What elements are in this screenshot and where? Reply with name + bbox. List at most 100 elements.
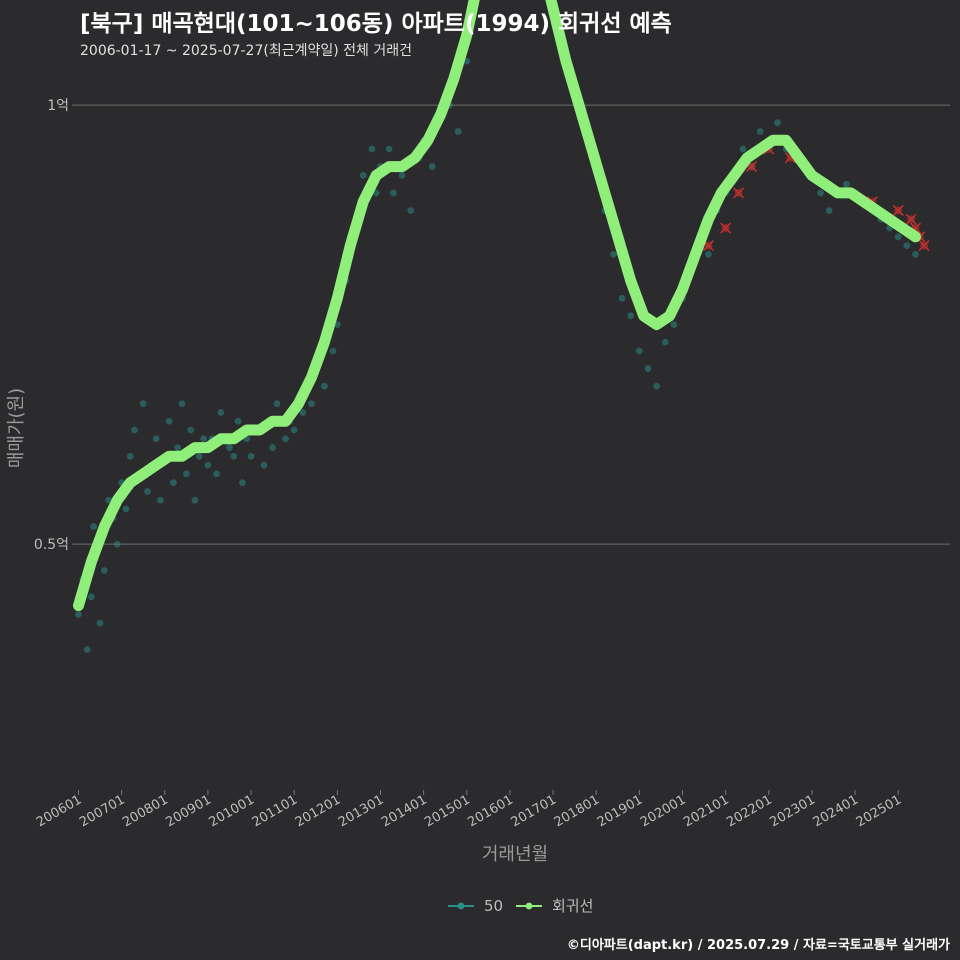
scatter-point-62 <box>398 171 406 179</box>
scatter-point-6 <box>100 567 108 574</box>
scatter-point-16 <box>144 488 151 495</box>
scatter-point-36 <box>234 417 242 425</box>
scatter-point-43 <box>273 400 281 408</box>
scatter-point-51 <box>329 347 337 355</box>
scatter-point-90 <box>627 312 635 320</box>
scatter-point-56 <box>359 171 367 179</box>
scatter-point-24 <box>178 400 186 408</box>
x-axis-title: 거래년월 <box>482 844 548 865</box>
x-tick-label-0: 200601 <box>34 792 84 830</box>
scatter-point-41 <box>260 461 268 469</box>
legend: 50 회귀선 <box>448 897 593 915</box>
regression-line-path <box>73 0 921 612</box>
y-tick-labels: 0.5억 1억 <box>34 98 69 553</box>
scatter-point-89 <box>618 294 626 302</box>
x-tick-labels: 2006012007012008012009012010012011012012… <box>34 790 904 830</box>
legend-label-50: 50 <box>484 897 503 915</box>
scatter-point-11 <box>122 505 130 513</box>
scatter-point-47 <box>299 409 307 416</box>
scatter-point-2 <box>83 646 91 653</box>
scatter-point-3 <box>88 593 95 601</box>
scatter-point-13 <box>131 426 138 434</box>
scatter-point-44 <box>282 435 289 443</box>
scatter-point-30 <box>204 461 212 469</box>
x-tick-label-3: 200901 <box>163 792 213 830</box>
scatter-point-28 <box>195 452 203 460</box>
scatter-point-113 <box>825 207 833 214</box>
scatter-point-88 <box>610 250 617 258</box>
cancelled-marker-3 <box>745 161 758 173</box>
scatter-point-37 <box>239 479 246 487</box>
scatter-point-57 <box>368 145 376 153</box>
scatter-point-99 <box>704 250 712 258</box>
x-tick-label-16: 202201 <box>724 792 774 830</box>
scatter-points <box>75 0 919 653</box>
x-tick-label-13: 201901 <box>595 792 645 830</box>
scatter-point-46 <box>290 426 298 434</box>
scatter-point-29 <box>200 435 207 443</box>
scatter-point-105 <box>756 128 764 135</box>
scatter-point-12 <box>126 452 134 460</box>
cancelled-markers <box>702 134 930 252</box>
scatter-point-93 <box>653 382 661 390</box>
scatter-point-60 <box>385 145 393 153</box>
source-caption: ©디아파트(dapt.kr) / 2025.07.29 / 자료=국토교통부 실… <box>566 938 950 953</box>
x-tick-label-19: 202501 <box>854 792 904 830</box>
cancelled-marker-9 <box>905 213 917 225</box>
scatter-point-15 <box>139 400 147 408</box>
gridlines <box>72 104 950 545</box>
cancelled-marker-12 <box>918 240 930 252</box>
scatter-point-107 <box>774 119 781 127</box>
page-subtitle: 2006-01-17 ~ 2025-07-27(최근계약일) 전체 거래건 <box>80 43 412 59</box>
regression-line <box>73 0 921 612</box>
legend-label-regression: 회귀선 <box>552 897 593 915</box>
page-title: [북구] 매곡현대(101~106동) 아파트(1994) 회귀선 예측 <box>80 11 672 37</box>
scatter-point-95 <box>670 321 678 329</box>
scatter-point-69 <box>454 128 462 135</box>
scatter-point-66 <box>428 163 436 170</box>
cancelled-marker-2 <box>733 187 745 199</box>
scatter-point-23 <box>174 444 182 451</box>
x-tick-label-4: 201001 <box>207 792 257 830</box>
x-tick-label-8: 201401 <box>379 792 429 830</box>
y-tick-label-1: 1억 <box>47 98 69 114</box>
scatter-point-27 <box>191 496 199 504</box>
y-tick-label-0: 0.5억 <box>34 537 69 553</box>
scatter-point-123 <box>912 250 919 258</box>
scatter-point-61 <box>390 189 397 197</box>
x-tick-label-2: 200801 <box>120 792 170 830</box>
scatter-point-103 <box>739 145 747 153</box>
scatter-point-5 <box>96 619 104 627</box>
scatter-point-121 <box>894 233 902 241</box>
x-tick-label-6: 201201 <box>293 792 343 830</box>
legend-item-regression: 회귀선 <box>516 897 593 915</box>
scatter-point-33 <box>217 409 225 416</box>
cancelled-marker-8 <box>892 204 904 217</box>
scatter-point-9 <box>113 540 121 548</box>
scatter-point-26 <box>187 426 195 434</box>
scatter-point-0 <box>75 610 82 618</box>
scatter-point-35 <box>230 452 238 460</box>
scatter-point-91 <box>635 347 643 355</box>
scatter-point-32 <box>213 470 220 478</box>
scatter-point-63 <box>407 207 415 214</box>
x-tick-label-7: 201301 <box>336 792 386 830</box>
scatter-point-21 <box>165 417 173 425</box>
x-tick-label-14: 202001 <box>638 792 688 830</box>
x-tick-label-15: 202101 <box>681 792 731 830</box>
x-tick-label-1: 200701 <box>77 792 127 830</box>
x-tick-label-5: 201101 <box>250 792 300 830</box>
scatter-point-112 <box>817 189 824 197</box>
scatter-point-50 <box>320 382 328 390</box>
x-tick-label-12: 201801 <box>552 792 602 830</box>
scatter-point-42 <box>269 444 277 451</box>
scatter-point-34 <box>226 444 233 451</box>
cancelled-marker-1 <box>720 222 732 234</box>
scatter-point-48 <box>308 400 315 408</box>
legend-item-50: 50 <box>448 897 503 915</box>
scatter-point-25 <box>182 470 190 478</box>
x-tick-label-18: 202401 <box>811 792 861 830</box>
x-tick-label-10: 201601 <box>465 792 515 830</box>
scatter-point-22 <box>169 479 177 487</box>
